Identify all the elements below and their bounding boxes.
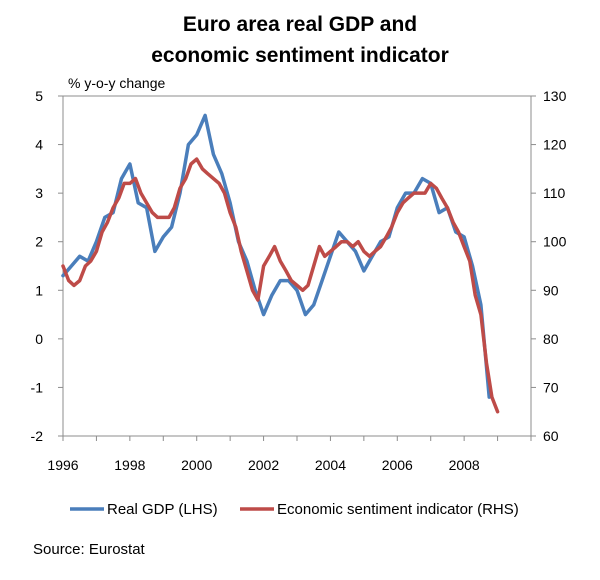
right-tick-label: 120 bbox=[543, 137, 567, 153]
x-tick-label: 2000 bbox=[181, 457, 212, 473]
legend: Real GDP (LHS) Economic sentiment indica… bbox=[70, 501, 519, 518]
chart-title-line-1: Euro area real GDP and bbox=[183, 13, 417, 36]
series-line-real-gdp bbox=[61, 113, 491, 399]
series-line-esi bbox=[61, 157, 500, 414]
left-tick-label: 3 bbox=[35, 185, 43, 201]
x-tick-label: 2004 bbox=[315, 457, 346, 473]
source-note: Source: Eurostat bbox=[33, 541, 146, 558]
right-tick-label: 80 bbox=[543, 331, 559, 347]
left-tick-label: -2 bbox=[31, 428, 44, 444]
left-tick-label: 5 bbox=[35, 88, 43, 104]
right-axis: 60 70 80 90 100 110 120 130 bbox=[531, 88, 567, 444]
x-tick-label: 2002 bbox=[248, 457, 279, 473]
x-tick-label: 2008 bbox=[449, 457, 480, 473]
right-tick-label: 60 bbox=[543, 428, 559, 444]
chart-title-line-2: economic sentiment indicator bbox=[151, 44, 449, 67]
left-tick-label: 2 bbox=[35, 234, 43, 250]
x-tick-label: 1996 bbox=[47, 457, 78, 473]
left-axis: -2 -1 0 1 2 3 4 5 bbox=[31, 88, 63, 444]
right-tick-label: 110 bbox=[543, 185, 566, 201]
legend-label-esi: Economic sentiment indicator (RHS) bbox=[277, 501, 519, 518]
right-tick-label: 90 bbox=[543, 282, 559, 298]
legend-label-real-gdp: Real GDP (LHS) bbox=[107, 501, 218, 518]
x-axis: 1996 1998 2000 2002 2004 2006 2008 bbox=[47, 436, 532, 473]
series-lines bbox=[61, 113, 500, 414]
left-tick-label: 1 bbox=[35, 282, 43, 298]
left-tick-label: -1 bbox=[31, 379, 44, 395]
x-tick-label: 2006 bbox=[382, 457, 413, 473]
left-tick-label: 4 bbox=[35, 137, 43, 153]
plot-area-frame bbox=[62, 95, 532, 437]
right-tick-label: 130 bbox=[543, 88, 567, 104]
right-tick-label: 70 bbox=[543, 379, 559, 395]
right-tick-label: 100 bbox=[543, 234, 567, 250]
left-axis-unit-label: % y-o-y change bbox=[68, 75, 165, 91]
left-tick-label: 0 bbox=[35, 331, 43, 347]
x-tick-label: 1998 bbox=[114, 457, 145, 473]
